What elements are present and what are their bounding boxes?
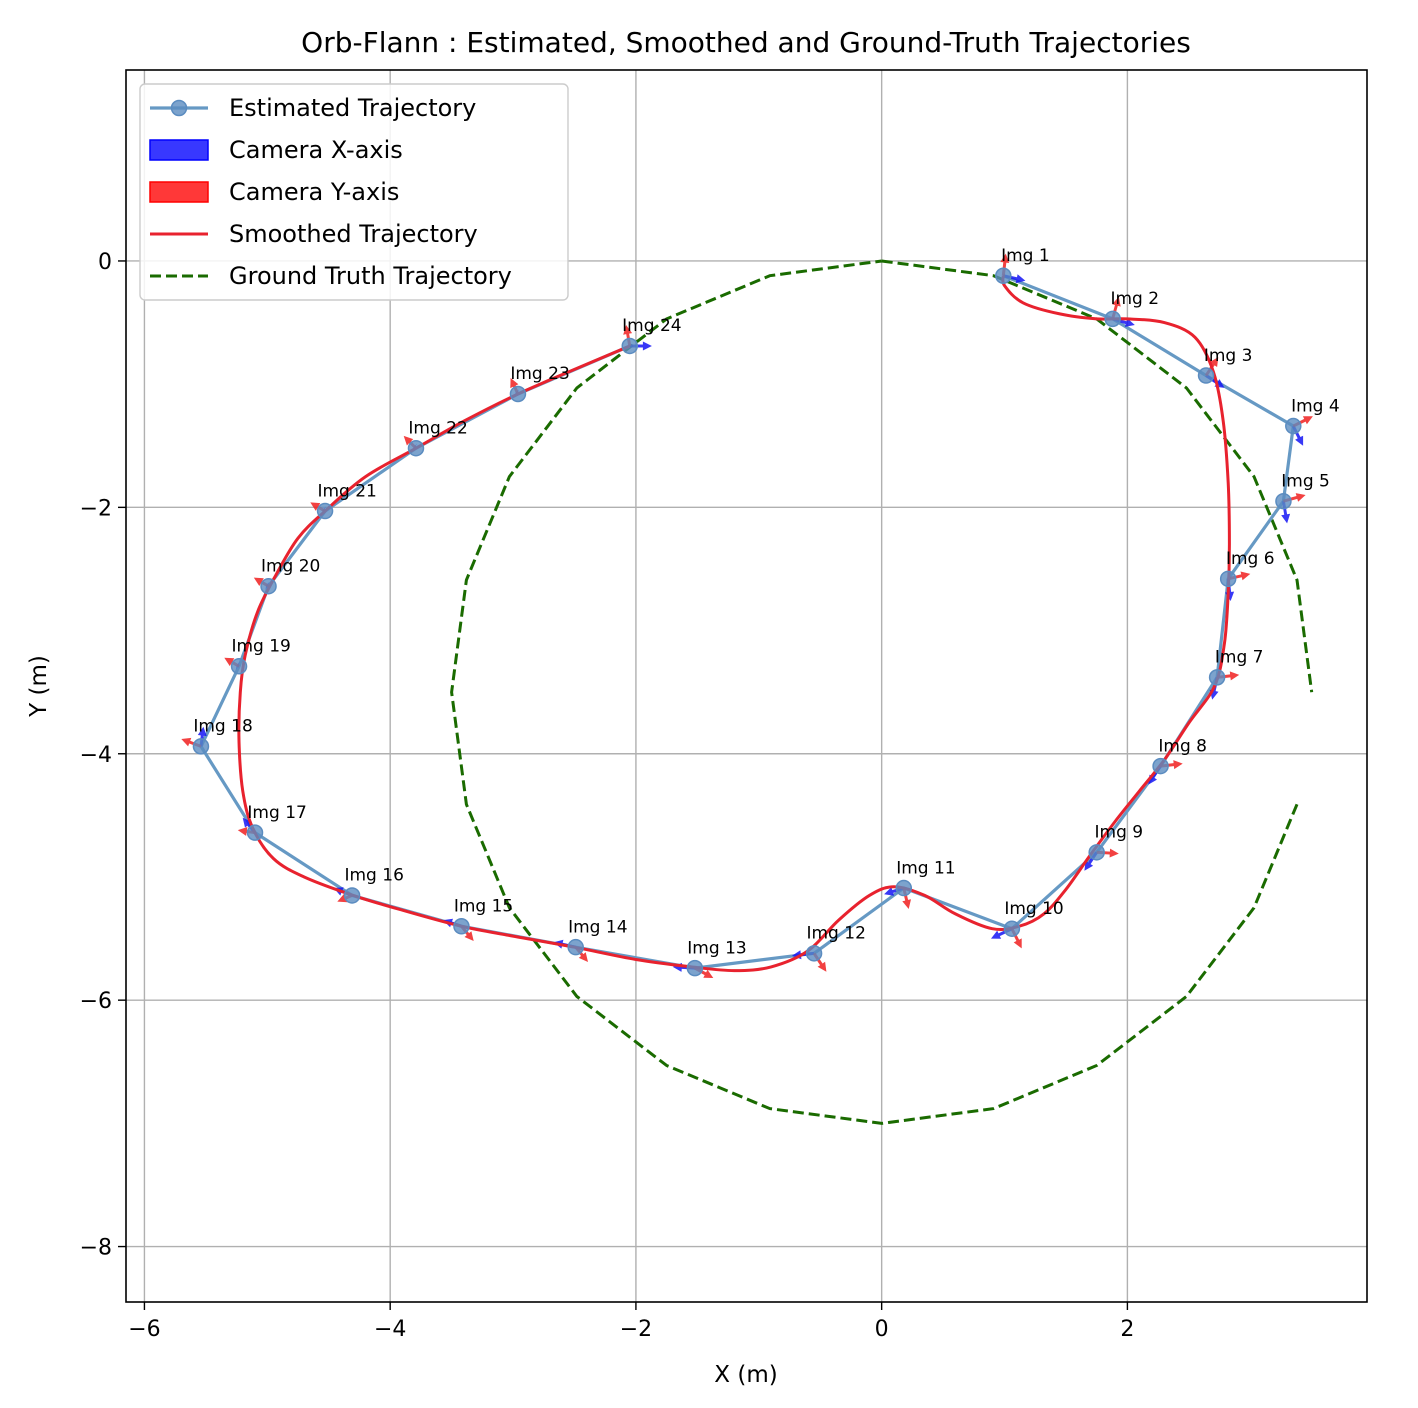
estimated-point [343, 887, 361, 904]
x-tick-label: 2 [1120, 1317, 1134, 1342]
smoothed-layer [237, 275, 1231, 973]
estimated-point [995, 267, 1012, 284]
point-label: Img 16 [344, 866, 403, 886]
estimated-point [1219, 570, 1237, 588]
y-axis-label: Y (m) [26, 655, 52, 718]
legend-swatch-patch [149, 139, 209, 161]
estimated-point [260, 577, 277, 595]
estimated-point [805, 945, 823, 962]
point-label: Img 4 [1291, 396, 1340, 416]
estimated-point [1208, 669, 1226, 686]
point-label: Img 5 [1281, 471, 1330, 491]
grid [126, 70, 1367, 1302]
ticks-layer: −6 −4 −2 0 2 0 −2 −4 −6 −8 [80, 250, 1135, 1342]
x-axis-label: X (m) [714, 1362, 777, 1388]
point-label: Img 18 [193, 717, 252, 737]
estimated-point [1152, 757, 1169, 775]
point-label: Img 14 [568, 917, 627, 937]
legend-label: Camera X-axis [229, 136, 403, 164]
point-labels-layer: Img 1 Img 2 Img 3 Img 4 Img 5 Img 6 Img 7 Img 8… [193, 246, 1339, 958]
estimated-point [246, 824, 264, 841]
y-tick-label: −8 [80, 1236, 112, 1261]
estimated-point [1285, 417, 1302, 435]
x-tick-label: 0 [875, 1317, 889, 1342]
estimated-point [1104, 310, 1121, 328]
x-tick-label: −2 [620, 1317, 652, 1342]
estimated-point [1003, 920, 1021, 937]
chart-title: Orb-Flann : Estimated, Smoothed and Grou… [301, 26, 1191, 59]
legend-swatch-patch [149, 181, 209, 203]
plot-frame [125, 69, 1368, 1303]
point-label: Img 24 [622, 316, 681, 336]
x-tick-label: −4 [374, 1317, 406, 1342]
point-label: Img 1 [1001, 246, 1050, 266]
point-label: Img 6 [1226, 549, 1275, 569]
legend-swatch-marker [170, 99, 188, 117]
estimated-point [1088, 844, 1105, 861]
legend: Estimated Trajectory Camera X-axis Camera … [139, 83, 569, 301]
legend-label: Estimated Trajectory [229, 94, 476, 122]
point-label: Img 9 [1095, 823, 1144, 843]
point-label: Img 15 [454, 896, 513, 916]
point-label: Img 20 [261, 556, 320, 576]
y-tick-label: −2 [80, 496, 112, 521]
point-label: Img 19 [231, 637, 290, 657]
camera-x-arrow [197, 726, 207, 747]
estimated-point [453, 917, 470, 935]
estimated-point [192, 738, 210, 755]
point-label: Img 21 [317, 481, 376, 501]
estimated-point [407, 439, 425, 457]
point-label: Img 2 [1110, 289, 1159, 309]
point-label: Img 17 [247, 803, 306, 823]
estimated-point [621, 337, 639, 355]
camera-x-arrow [629, 341, 652, 351]
point-label: Img 8 [1158, 736, 1207, 756]
camera-y-arrow [237, 827, 256, 836]
ground-truth-layer [450, 259, 1314, 1125]
point-label: Img 13 [687, 938, 746, 958]
markers-layer [192, 267, 1302, 977]
point-label: Img 3 [1204, 346, 1253, 366]
point-label: Img 11 [896, 858, 955, 878]
estimated-point [230, 658, 248, 675]
ground-truth-line [450, 259, 1314, 1125]
point-label: Img 12 [806, 924, 865, 944]
estimated-point [1275, 492, 1292, 510]
smoothed-line [237, 275, 1231, 973]
y-tick-label: −4 [80, 743, 112, 768]
point-label: Img 23 [510, 364, 569, 384]
y-tick-label: 0 [98, 250, 112, 275]
legend-label: Camera Y-axis [229, 178, 399, 206]
y-tick-label: −6 [80, 989, 112, 1014]
estimated-point [686, 959, 704, 977]
estimated-point [1197, 367, 1215, 384]
legend-label: Smoothed Trajectory [229, 220, 478, 248]
x-tick-label: −6 [128, 1317, 160, 1342]
point-label: Img 10 [1004, 899, 1063, 919]
estimated-point [567, 938, 584, 956]
camera-y-arrow [1096, 848, 1119, 858]
estimated-point [316, 502, 334, 520]
point-label: Img 7 [1215, 648, 1264, 668]
point-label: Img 22 [408, 418, 467, 438]
estimated-point [895, 879, 913, 897]
estimated-point [509, 385, 527, 403]
legend-label: Ground Truth Trajectory [229, 262, 512, 290]
legend-box [139, 83, 569, 301]
